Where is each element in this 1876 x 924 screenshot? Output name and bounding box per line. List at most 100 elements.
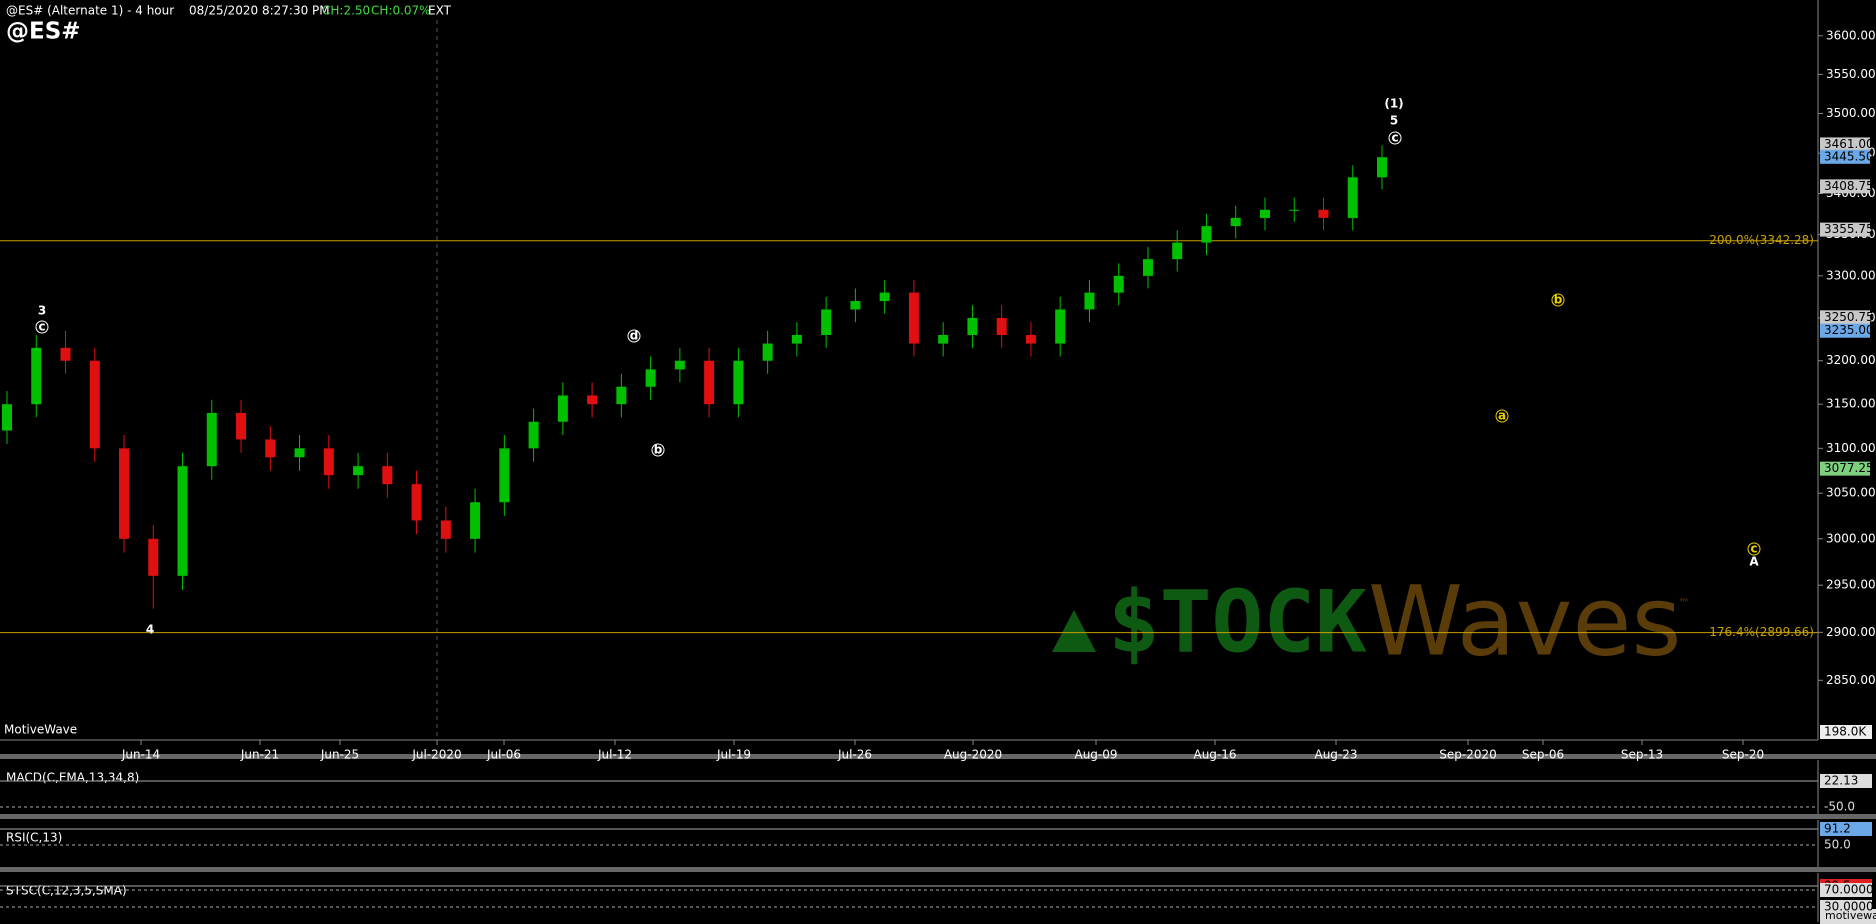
candle-body xyxy=(850,301,861,310)
panel-tag-bg xyxy=(1820,883,1872,897)
candle-body xyxy=(1230,217,1241,227)
wave-circle xyxy=(1495,409,1509,423)
x-tick-label: Jul-12 xyxy=(597,748,632,762)
x-tick-label: Aug-09 xyxy=(1074,748,1117,762)
y-tick-label: 3600.00 xyxy=(1826,28,1876,42)
panel-tag-bg xyxy=(1820,900,1872,914)
x-tick-label: Sep-13 xyxy=(1621,748,1663,762)
x-tick-label: Sep-06 xyxy=(1522,748,1564,762)
candle-body xyxy=(119,448,130,539)
candle-body xyxy=(674,360,685,370)
wave-circle xyxy=(1747,542,1761,556)
candle-body xyxy=(470,502,481,539)
watermark-left: $TOCK xyxy=(1108,572,1367,672)
candle-body xyxy=(791,334,802,344)
fib-label: 200.0%(3342.28) xyxy=(1709,233,1814,247)
x-tick-label: Aug-2020 xyxy=(944,748,1002,762)
candle-body xyxy=(1289,209,1300,211)
price-tag: 3250.75 xyxy=(1824,310,1874,324)
candle-body xyxy=(353,466,364,476)
wave-circle xyxy=(627,329,641,343)
candle-body xyxy=(587,395,598,405)
y-tick-label: 3150.00 xyxy=(1826,397,1876,411)
panel-label: MACD(C,EMA,13,34,8) xyxy=(6,771,139,785)
wave-label: c xyxy=(1391,131,1398,145)
wave-label: A xyxy=(1749,555,1759,569)
candle-body xyxy=(938,334,949,344)
candle-body xyxy=(177,466,188,576)
candle-body xyxy=(1172,242,1183,260)
header-symbol: @ES# (Alternate 1) - 4 hour xyxy=(6,4,174,18)
candle-body xyxy=(879,292,890,302)
y-tick-label: 3500.00 xyxy=(1826,106,1876,120)
panel-tag: 91.2 xyxy=(1824,822,1851,836)
panel-label: RSI(C,13) xyxy=(6,831,62,845)
price-tag: 3461.00 xyxy=(1824,137,1874,151)
y-tick-label: 2950.00 xyxy=(1826,578,1876,592)
wave-label: c xyxy=(38,320,45,334)
panel-separator xyxy=(0,867,1876,872)
candle-body xyxy=(411,484,422,521)
candle-body xyxy=(1347,177,1358,218)
header-change-pct: CH:0.07% xyxy=(371,4,431,18)
panel-tag-bg xyxy=(1820,822,1872,836)
wave-label: 4 xyxy=(146,623,154,637)
candle-body xyxy=(265,439,276,458)
candle-body xyxy=(1201,226,1212,243)
wave-label: c xyxy=(1750,542,1757,556)
candle-body xyxy=(31,347,42,405)
price-tag-bg xyxy=(1820,461,1870,476)
panel-tag: 70.0000 xyxy=(1824,883,1874,897)
candle-body xyxy=(1142,259,1153,276)
panel-tag: 30.0000 xyxy=(1824,900,1874,914)
symbol-title: @ES# xyxy=(6,19,81,45)
wave-label: b xyxy=(654,443,663,457)
x-tick-label: Jul-06 xyxy=(486,748,521,762)
panel-tag: -50.0 xyxy=(1824,800,1855,814)
panel-tag: 22.13 xyxy=(1824,774,1858,788)
panel-separator xyxy=(0,754,1876,759)
candle-body xyxy=(1113,275,1124,293)
x-tick-label: Aug-16 xyxy=(1193,748,1236,762)
candle-body xyxy=(1259,209,1270,218)
candle-body xyxy=(499,448,510,503)
x-tick-label: Jul-2020 xyxy=(411,748,461,762)
panel-separator xyxy=(0,814,1876,819)
price-tag-bg xyxy=(1820,323,1870,338)
candle-body xyxy=(908,292,919,344)
wave-label: (1) xyxy=(1384,97,1403,111)
candle-body xyxy=(528,421,539,449)
candle-body xyxy=(821,309,832,335)
y-tick-label: 3100.00 xyxy=(1826,441,1876,455)
volume-tag: 198.0K xyxy=(1824,725,1867,739)
price-tag-bg xyxy=(1820,149,1870,164)
wave-label: a xyxy=(1498,409,1506,423)
candle-body xyxy=(382,466,393,485)
y-tick-label: 2900.00 xyxy=(1826,625,1876,639)
y-tick-label: 2850.00 xyxy=(1826,673,1876,687)
candle-body xyxy=(704,360,715,405)
x-tick-label: Aug-23 xyxy=(1314,748,1357,762)
x-tick-label: Sep-2020 xyxy=(1439,748,1497,762)
price-tag: 3235.00 xyxy=(1824,323,1874,337)
wave-circle xyxy=(1388,131,1402,145)
candle-body xyxy=(89,360,100,449)
candle-body xyxy=(762,343,773,361)
price-tag-bg xyxy=(1820,179,1870,194)
candle-body xyxy=(206,412,217,467)
candle-body xyxy=(294,448,305,458)
candle-body xyxy=(440,520,451,539)
candle-body xyxy=(733,360,744,405)
wave-label: 5 xyxy=(1390,114,1398,128)
wave-label: b xyxy=(1554,293,1563,307)
y-tick-label: 3550.00 xyxy=(1826,67,1876,81)
candle-body xyxy=(1055,309,1066,344)
candle-body xyxy=(996,317,1007,335)
volume-tag-bg xyxy=(1820,725,1872,739)
candle-body xyxy=(2,404,12,431)
candle-body xyxy=(557,395,568,422)
panel-tag: 50.0 xyxy=(1824,838,1851,852)
x-tick-label: Jul-19 xyxy=(716,748,751,762)
